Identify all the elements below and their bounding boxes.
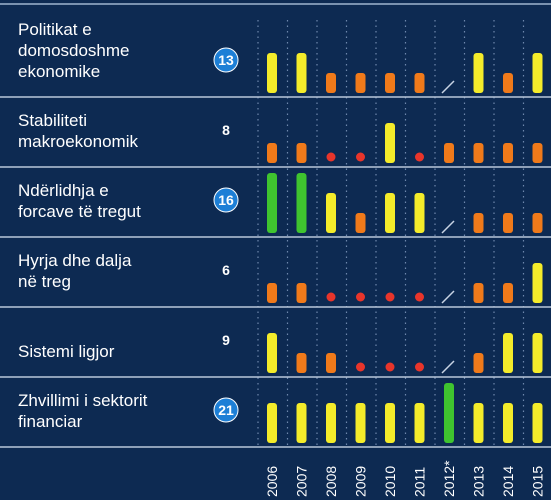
bar [296,283,307,303]
row-label: domosdoshme [18,41,130,60]
row-label: Zhvillimi i sektorit [18,391,148,410]
bar [532,333,543,373]
row-label: Stabiliteti [18,111,87,130]
level-dot [385,292,395,302]
bar [385,193,395,233]
bar [326,353,336,373]
bar [503,213,513,233]
bar [444,383,454,443]
level-dot [415,362,424,372]
year-label: 2011 [412,467,428,497]
row-score: 21 [218,402,234,418]
level-dot [356,292,365,302]
row-label: makroekonomik [18,132,138,151]
bar [326,73,336,93]
year-label: 2012* [441,460,457,497]
bar [267,283,277,303]
row-label: forcave të tregut [18,202,141,221]
level-dot [356,152,365,162]
row-label: Ndërlidhja e [18,181,109,200]
bar [503,73,513,93]
bar [473,403,484,443]
row-label: financiar [18,412,83,431]
bar [296,173,307,233]
row-score: 16 [218,192,234,208]
bar [532,213,543,233]
bar [385,403,395,443]
year-label: 2015 [530,466,546,497]
year-label: 2009 [353,466,369,497]
bar [503,333,513,373]
bar [473,53,484,93]
row-score: 6 [222,262,230,278]
score-badge [213,187,239,213]
level-dot [385,362,395,372]
bar [532,143,543,163]
bar [296,53,307,93]
bar [532,263,543,303]
bar [473,143,484,163]
row-label: në treg [18,272,71,291]
bar [473,213,484,233]
bar [267,333,277,373]
row-label: Hyrja dhe dalja [18,251,132,270]
bar [385,73,395,93]
row-score: 9 [222,332,230,348]
bar [532,403,543,443]
bar [355,73,366,93]
bar [267,403,277,443]
bar [414,193,425,233]
bar [444,143,454,163]
row-score: 8 [222,122,230,138]
bar [326,193,336,233]
score-badge [213,47,239,73]
row-score: 13 [218,52,234,68]
row-label: ekonomike [18,62,100,81]
missing-slash [441,220,455,234]
missing-slash [441,360,455,374]
level-dot [415,292,424,302]
bar [532,53,543,93]
bar [267,143,277,163]
year-label: 2013 [471,466,487,497]
bar [355,213,366,233]
missing-slash [441,80,455,94]
bar [414,73,425,93]
bar [296,353,307,373]
score-badge [213,397,239,423]
year-label: 2008 [323,466,339,497]
year-label: 2006 [264,466,280,497]
bar [414,403,425,443]
missing-slash [441,290,455,304]
year-label: 2014 [500,466,516,497]
row-label: Politikat e [18,20,92,39]
year-label: 2007 [294,466,310,497]
bar [355,403,366,443]
level-dot [326,152,336,162]
level-dot [326,292,336,302]
row-label: Sistemi ligjor [18,342,115,361]
bar [503,143,513,163]
bar [503,283,513,303]
bar [296,403,307,443]
bar [267,173,277,233]
year-label: 2010 [382,466,398,497]
level-dot [415,152,424,162]
bar [473,353,484,373]
bar [326,403,336,443]
bar [296,143,307,163]
bar [385,123,395,163]
bar [473,283,484,303]
level-dot [356,362,365,372]
bar [503,403,513,443]
bar [267,53,277,93]
